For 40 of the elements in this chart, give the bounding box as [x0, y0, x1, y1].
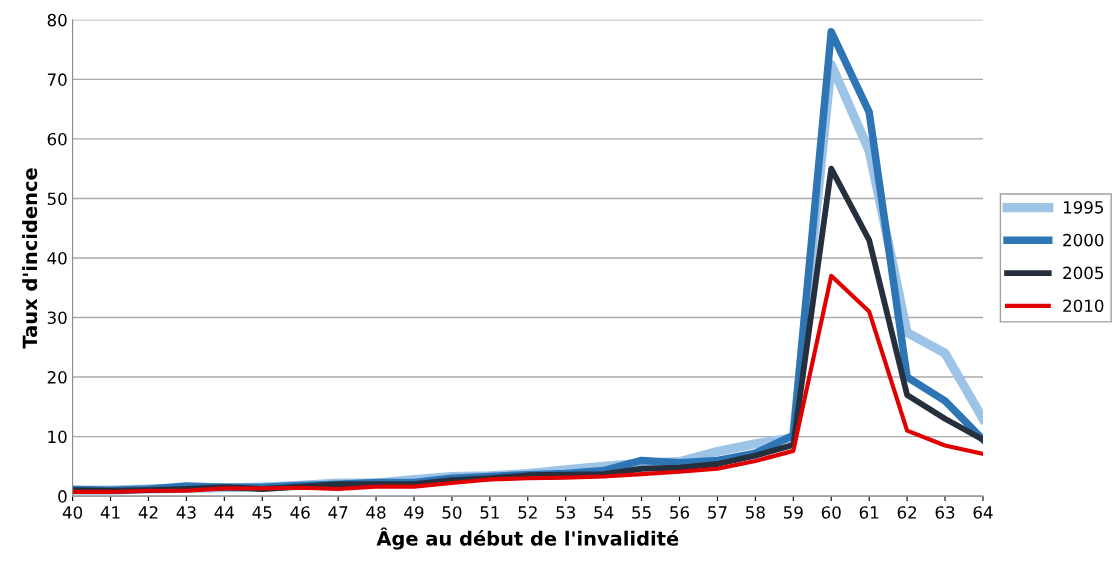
y-tick-label: 40 [47, 251, 67, 265]
x-tick-label: 43 [176, 506, 196, 519]
x-tick-label: 44 [214, 506, 234, 519]
x-tick-label: 51 [480, 506, 499, 519]
x-tick-label: 59 [783, 506, 803, 519]
legend-label: 2005 [1063, 266, 1104, 280]
x-tick-label: 54 [594, 506, 614, 519]
x-tick-label: 50 [442, 506, 462, 519]
x-tick-label: 56 [670, 506, 690, 519]
x-tick-label: 47 [328, 506, 348, 519]
x-tick-label: 53 [556, 506, 575, 519]
x-tick-label: 64 [973, 506, 993, 519]
x-tick-label: 63 [935, 506, 955, 519]
y-tick-label: 60 [47, 132, 67, 146]
x-tick-label: 52 [518, 506, 537, 519]
legend-label: 2010 [1063, 299, 1104, 313]
legend-label: 1995 [1063, 201, 1104, 214]
x-tick-label: 48 [366, 506, 386, 519]
x-tick-label: 41 [100, 506, 120, 519]
x-tick-label: 42 [138, 506, 158, 519]
x-tick-label: 40 [62, 506, 83, 519]
x-tick-label: 49 [404, 506, 424, 519]
y-axis-title: Taux d'incidence [22, 168, 38, 349]
y-tick-label: 30 [47, 311, 67, 325]
x-tick-label: 58 [746, 506, 765, 519]
x-axis-title: Âge au début de l'invalidité [376, 527, 679, 550]
y-tick-label: 20 [47, 371, 67, 384]
x-tick-label: 62 [897, 506, 917, 519]
x-tick-label: 45 [252, 506, 272, 519]
y-tick-label: 80 [47, 13, 67, 27]
y-tick-label: 70 [47, 73, 67, 86]
y-tick-label: 10 [48, 430, 67, 444]
y-tick-label: 50 [47, 192, 67, 206]
x-tick-label: 60 [821, 506, 841, 519]
x-tick-label: 57 [708, 506, 727, 519]
x-tick-label: 46 [290, 506, 310, 519]
x-tick-label: 61 [859, 506, 879, 519]
y-tick-label: 0 [58, 490, 67, 503]
legend-label: 2000 [1063, 233, 1104, 247]
x-tick-label: 55 [632, 506, 651, 519]
